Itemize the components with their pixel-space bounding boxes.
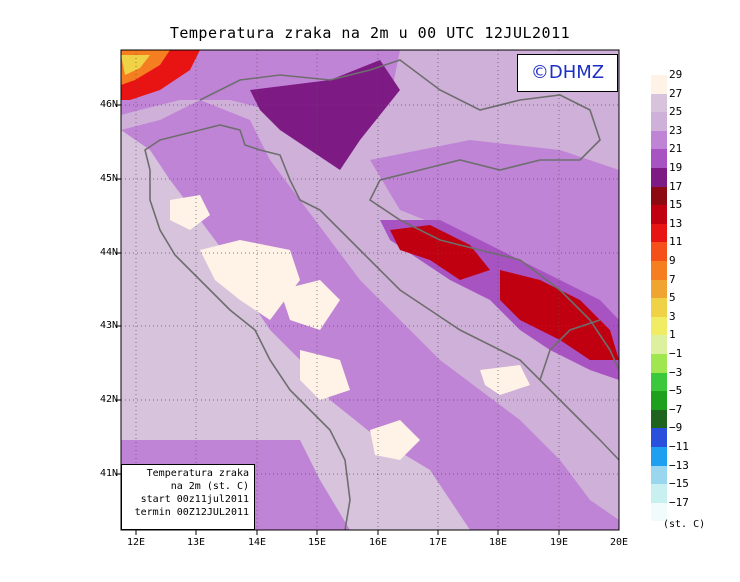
map-title: Temperatura zraka na 2m u 00 UTC 12JUL20…	[169, 24, 571, 42]
legend-swatch	[651, 223, 667, 243]
lat-label: 42N	[99, 394, 118, 405]
temperature-region	[200, 240, 300, 320]
legend-swatch	[651, 112, 667, 131]
legend-swatch	[651, 186, 667, 206]
legend-label: 3	[669, 309, 676, 323]
info-box: Temperatura zraka na 2m (st. C) start 00…	[121, 464, 255, 530]
legend-label: 25	[669, 105, 683, 119]
legend-swatch	[651, 502, 667, 522]
legend-swatch	[651, 205, 667, 224]
temperature-region	[121, 55, 150, 75]
lon-label: 16E	[368, 537, 388, 548]
temperature-region	[250, 60, 400, 170]
legend-label: −5	[669, 384, 683, 398]
lat-label: 41N	[99, 468, 118, 479]
info-line: na 2m (st. C)	[170, 481, 249, 492]
legend-label: 21	[669, 142, 683, 156]
legend-swatch	[651, 428, 667, 447]
lon-label: 18E	[488, 537, 508, 548]
legend-swatch	[651, 354, 667, 373]
lat-label: 43N	[99, 320, 118, 331]
lon-label: 19E	[549, 537, 569, 548]
legend-label: 19	[669, 161, 683, 174]
legend-swatch	[651, 242, 667, 261]
temperature-region	[300, 350, 350, 400]
dhmz-logo: ©DHMZ	[517, 54, 618, 92]
legend-label: −7	[669, 402, 683, 416]
legend-swatch	[651, 465, 667, 485]
legend-swatch	[651, 316, 667, 336]
info-line: start 00z11jul2011	[140, 494, 249, 505]
legend-label: −1	[669, 347, 683, 360]
legend-swatch	[651, 484, 667, 503]
lat-label: 44N	[99, 247, 118, 258]
legend-label: 9	[669, 254, 676, 267]
lon-label: 20E	[609, 537, 629, 548]
legend-unit: (st. C)	[663, 519, 706, 530]
legend-swatch	[651, 335, 667, 354]
graticule	[121, 50, 619, 530]
legend-label: −11	[669, 440, 689, 453]
legend-swatch	[651, 168, 667, 187]
legend-label: 17	[669, 179, 683, 193]
legend-label: 29	[669, 68, 683, 81]
temperature-region	[480, 365, 530, 395]
map-frame	[120, 49, 620, 531]
legend-label: −3	[669, 365, 683, 379]
legend-label: 23	[669, 123, 683, 137]
temperature-region	[280, 280, 340, 330]
axis-ticks	[116, 104, 560, 535]
legend-swatch	[651, 447, 667, 466]
legend-swatch	[651, 409, 667, 429]
legend-swatch	[651, 75, 667, 94]
lon-label: 14E	[247, 537, 267, 548]
lon-label: 17E	[428, 537, 448, 548]
legend-swatch	[651, 93, 667, 113]
legend-swatch	[651, 391, 667, 410]
legend-label: 7	[669, 272, 676, 286]
legend-label: −15	[669, 477, 689, 491]
temperature-region	[370, 420, 420, 460]
legend-swatch	[651, 130, 667, 150]
legend-label: 27	[669, 86, 683, 100]
legend-swatch	[651, 279, 667, 299]
legend-label: 13	[669, 216, 683, 230]
coastline	[144, 59, 619, 530]
temperature-region	[500, 270, 619, 360]
lon-label: 12E	[126, 537, 146, 548]
temperature-region	[390, 225, 490, 280]
legend-label: 11	[669, 235, 683, 249]
legend-label: 1	[669, 328, 676, 342]
lat-label: 46N	[99, 99, 118, 110]
legend-label: −17	[669, 495, 689, 509]
legend-label: −13	[669, 458, 689, 472]
legend-label: 5	[669, 291, 676, 305]
lon-label: 13E	[186, 537, 206, 548]
legend-swatch	[651, 149, 667, 168]
legend-swatch	[651, 298, 667, 317]
lon-label: 15E	[307, 537, 327, 548]
legend-label: 15	[669, 198, 683, 212]
legend-label: −9	[669, 421, 683, 435]
info-line: Temperatura zraka	[146, 468, 249, 479]
info-line: termin 00Z12JUL2011	[134, 507, 249, 518]
legend-swatch	[651, 261, 667, 280]
legend-swatch	[651, 372, 667, 392]
temperature-region	[170, 195, 210, 230]
lat-label: 45N	[99, 173, 118, 184]
